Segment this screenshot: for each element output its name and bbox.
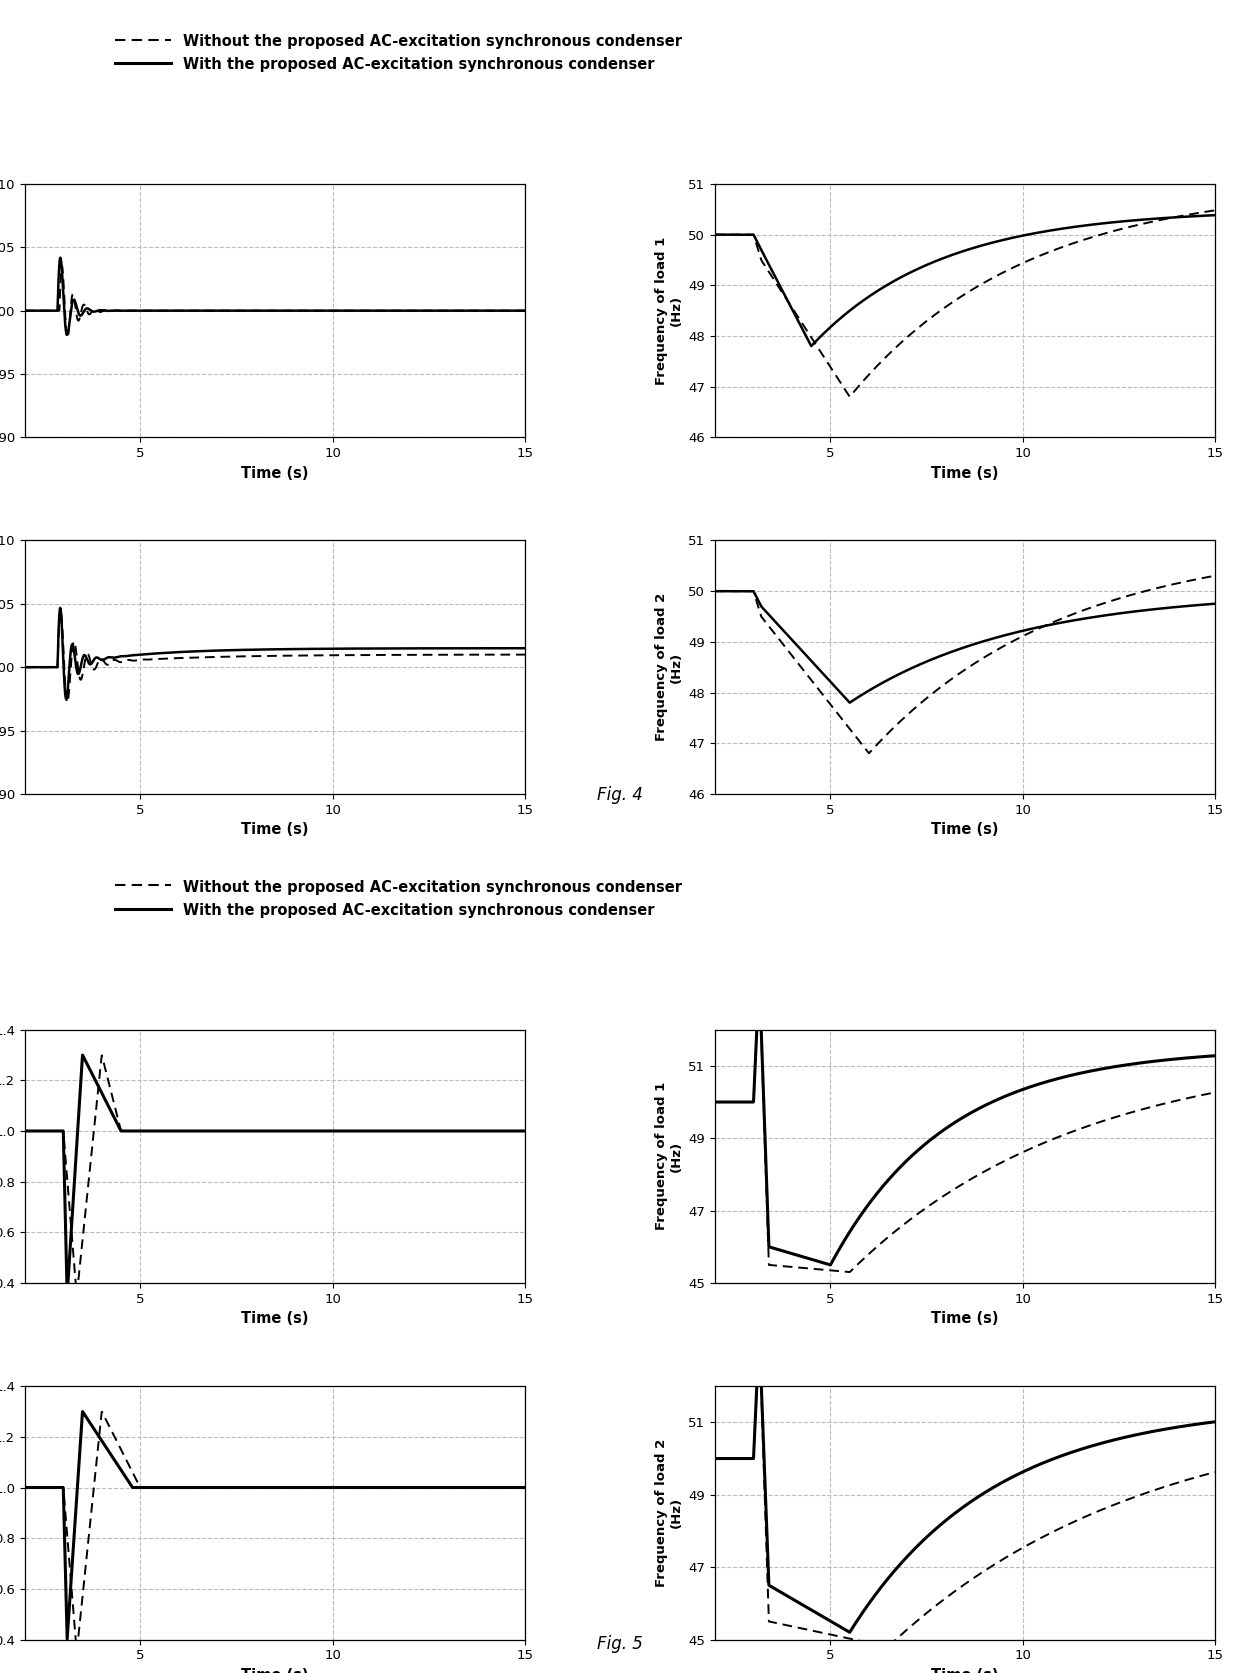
Y-axis label: Frequency of load 1
(Hz): Frequency of load 1 (Hz) bbox=[655, 1082, 683, 1230]
Text: Fig. 5: Fig. 5 bbox=[598, 1635, 642, 1653]
Y-axis label: Frequency of load 2
(Hz): Frequency of load 2 (Hz) bbox=[655, 1439, 683, 1588]
X-axis label: Time (s): Time (s) bbox=[931, 1312, 999, 1327]
Legend: Without the proposed AC-excitation synchronous condenser, With the proposed AC-e: Without the proposed AC-excitation synch… bbox=[115, 880, 682, 918]
X-axis label: Time (s): Time (s) bbox=[931, 821, 999, 836]
Y-axis label: Frequency of load 2
(Hz): Frequency of load 2 (Hz) bbox=[655, 592, 683, 741]
Y-axis label: Frequency of load 1
(Hz): Frequency of load 1 (Hz) bbox=[655, 236, 683, 385]
X-axis label: Time (s): Time (s) bbox=[241, 1668, 309, 1673]
X-axis label: Time (s): Time (s) bbox=[931, 1668, 999, 1673]
X-axis label: Time (s): Time (s) bbox=[241, 1312, 309, 1327]
X-axis label: Time (s): Time (s) bbox=[241, 465, 309, 480]
Text: Fig. 4: Fig. 4 bbox=[598, 786, 642, 803]
X-axis label: Time (s): Time (s) bbox=[241, 821, 309, 836]
Legend: Without the proposed AC-excitation synchronous condenser, With the proposed AC-e: Without the proposed AC-excitation synch… bbox=[115, 33, 682, 72]
X-axis label: Time (s): Time (s) bbox=[931, 465, 999, 480]
